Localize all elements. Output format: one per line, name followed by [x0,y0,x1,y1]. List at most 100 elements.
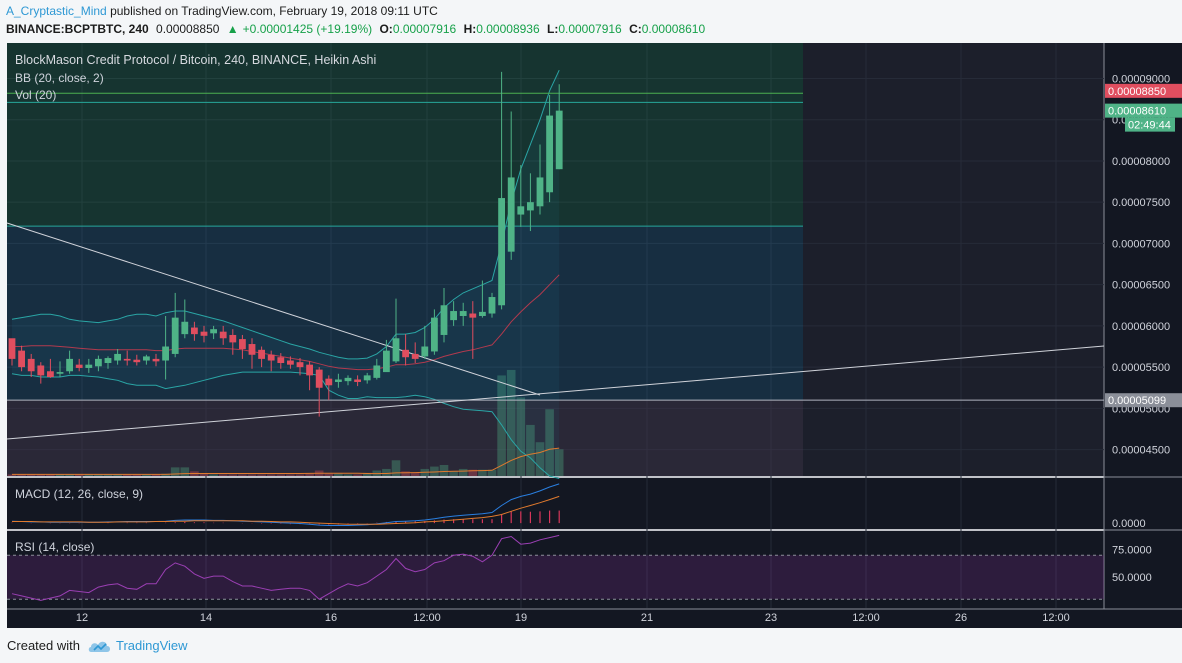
downtrend-line [6,222,541,396]
volume-bar [170,467,180,476]
time-tick-label: 21 [641,612,653,624]
candle-body [85,364,93,368]
candle-body [431,317,438,352]
volume-bar [391,460,401,476]
bb-basis-line [12,274,560,371]
price-label-text: 0.00008610 [1108,106,1166,118]
volume-bar [46,474,55,476]
price-tick-label: 0.00006500 [1112,280,1170,292]
author-link[interactable]: A_Cryptastic_Mind [6,4,107,18]
candle-body [18,350,25,368]
rsi-indicator-label[interactable]: RSI (14, close) [15,540,95,554]
volume-bar [343,474,353,476]
volume-bar [324,473,334,476]
bb-indicator-label[interactable]: BB (20, close, 2) [15,71,104,85]
candle-body [507,177,515,252]
candle-body [133,359,141,363]
candle-body [517,206,525,215]
price-label-box [1105,103,1182,118]
macd-indicator-label[interactable]: MACD (12, 26, close, 9) [15,487,144,501]
candle-body [56,372,64,374]
candle-body [27,358,35,372]
volume-bar [545,409,554,476]
tradingview-link[interactable]: TradingView [115,638,188,653]
candle-body [354,379,361,382]
candle-body [440,305,448,335]
price-label-box [1105,393,1182,408]
volume-bar [65,474,74,476]
volume-bar [334,473,343,476]
volume-bar [449,471,458,476]
candle-body [191,327,198,335]
volume-bar [94,474,103,476]
candle-body [239,339,246,349]
volume-bar [7,474,17,476]
volume-bar [516,397,526,476]
volume-bar [506,369,516,476]
volume-ma-line [12,447,560,475]
volume-bar [478,469,487,476]
time-tick-label: 12:00 [1042,612,1070,624]
trading-chart[interactable]: 0.000090000.000085000.000080000.00007500… [0,43,1182,628]
volume-bar [410,472,420,476]
candle-body [152,358,160,362]
candle-body [8,338,16,359]
time-tick-label: 16 [325,612,337,624]
volume-bar [382,468,391,476]
volume-bar [554,449,564,476]
time-tick-label: 12:00 [413,612,441,624]
countdown-box [1125,117,1175,132]
volume-bar [468,469,478,476]
candle-body [335,379,342,382]
rsi-level-label: 50.0000 [1112,572,1152,584]
volume-bar [228,474,238,476]
volume-bar [487,469,497,476]
rsi-line [11,534,560,601]
candle-body [344,377,352,382]
price-change: +0.00001425 (+19.19%) [242,22,373,36]
volume-bar [430,466,439,476]
price-axis-area [1104,43,1182,608]
target-zone [7,43,803,227]
volume-bar [84,474,94,476]
time-tick-label: 14 [200,612,212,624]
symbol-label: BINANCE:BCPTBTC, 240 [6,22,149,36]
tradingview-cloud-icon [88,641,110,652]
volume-bar [132,474,142,476]
volume-bar [439,465,449,476]
candle-body [421,346,429,357]
publish-text: published on TradingView.com, February 1… [110,4,438,18]
time-tick-label: 26 [955,612,967,624]
candle-body [258,349,265,359]
candle-body [219,331,227,339]
volume-bar [276,474,286,476]
high-label: H: [463,22,477,36]
price-tick-label: 0.00007000 [1112,238,1170,250]
volume-indicator-label[interactable]: Vol (20) [15,88,57,102]
volume-bar [142,474,151,476]
uptrend-line [6,345,1105,440]
price-label-text: 0.00008850 [1108,86,1166,98]
candle-body [114,353,121,361]
price-tick-label: 0.00007500 [1112,197,1170,209]
open-label: O: [379,22,393,36]
future-area [803,43,1104,476]
macd-zero-label: 0.0000 [1112,518,1146,530]
candle-body [402,349,409,358]
candle-body [267,354,275,361]
candle-body [66,358,73,372]
rsi-band [7,555,1104,600]
bar-countdown: 02:49:44 [1128,120,1171,132]
rsi-pane [7,531,1104,608]
volume-bar [353,474,362,476]
volume-bar [36,474,46,476]
candle-body [459,311,467,316]
candle-body [104,358,112,364]
time-tick-label: 12:00 [852,612,880,624]
candle-body [363,375,371,381]
candle-body [383,350,390,373]
time-tick-label: 12 [76,612,88,624]
bb-lower-line [11,371,560,479]
volume-bar [55,474,65,476]
candle-body [296,362,304,368]
